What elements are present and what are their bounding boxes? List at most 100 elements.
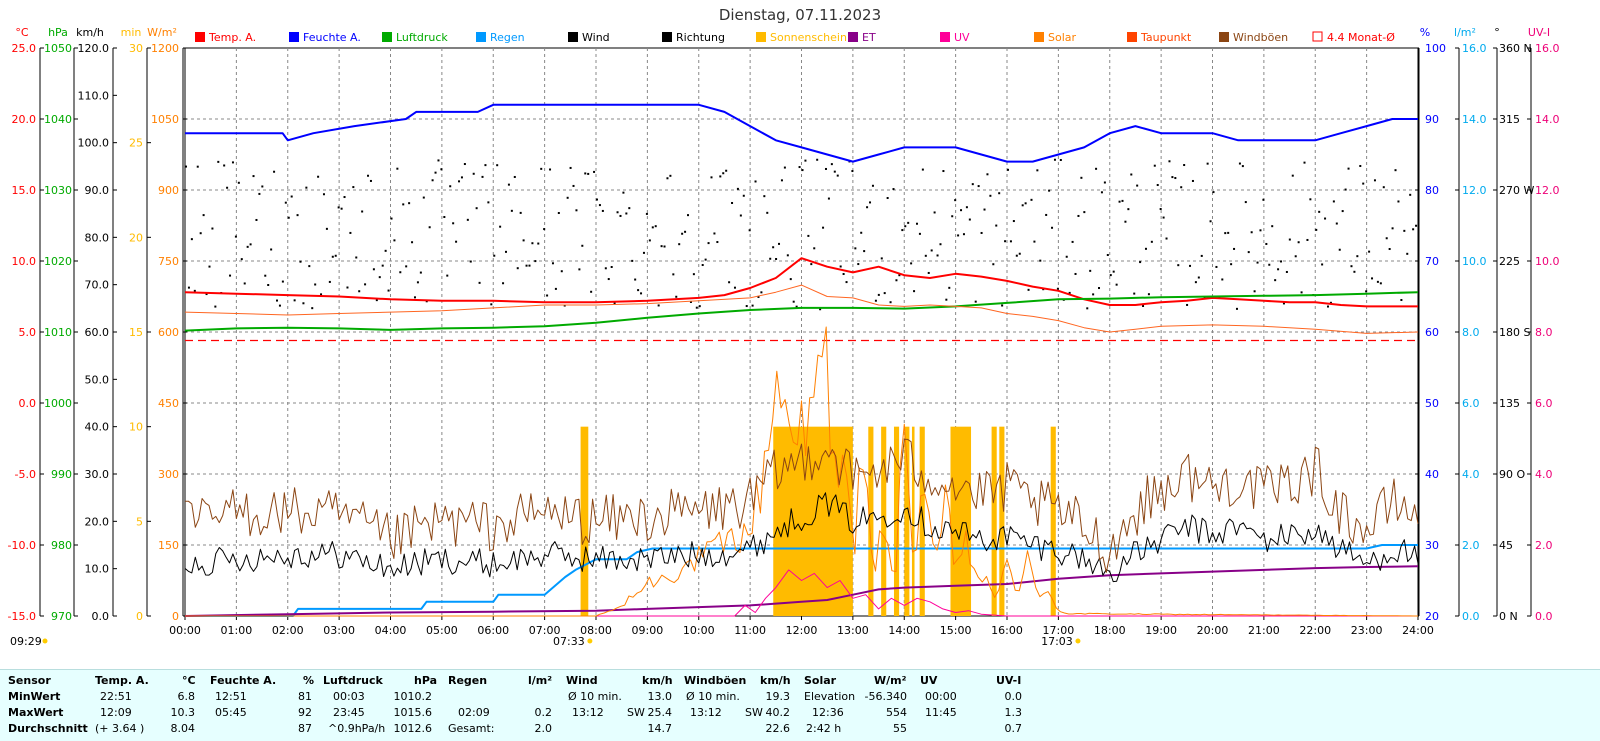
x-tick-label: 18:00 xyxy=(1094,624,1126,637)
x-tick-label: 01:00 xyxy=(221,624,253,637)
direction-point xyxy=(390,217,393,220)
direction-point xyxy=(836,174,839,177)
sunshine-bar xyxy=(911,426,915,616)
direction-point xyxy=(596,198,598,201)
direction-point xyxy=(525,264,528,267)
direction-point xyxy=(469,260,472,263)
rain-title: Regen xyxy=(448,674,488,687)
left-axis-unit: °C xyxy=(15,26,29,39)
direction-point xyxy=(871,184,874,187)
direction-point xyxy=(364,283,367,286)
x-tick-label: 12:00 xyxy=(786,624,818,637)
pressure-avg-note: ^0.9hPa/h xyxy=(328,722,386,735)
direction-point xyxy=(1053,158,1056,161)
left-axis-tick-label: 0 xyxy=(136,610,143,623)
left-axis-tick-label: 0.0 xyxy=(19,397,37,410)
right-axis-tick-label: 12.0 xyxy=(1462,184,1487,197)
direction-point xyxy=(904,225,907,228)
direction-point xyxy=(358,290,361,293)
direction-point xyxy=(190,238,193,241)
direction-point xyxy=(361,210,364,213)
direction-point xyxy=(1244,201,1247,204)
legend-swatch xyxy=(1312,31,1323,42)
direction-point xyxy=(496,164,499,167)
direction-point xyxy=(1048,189,1051,192)
direction-point xyxy=(1368,250,1371,253)
humidity-title: Feuchte A. xyxy=(210,674,277,687)
sunshine-bar xyxy=(881,426,887,616)
direction-point xyxy=(1045,213,1048,216)
right-axis-tick-label: 14.0 xyxy=(1462,113,1487,126)
wind-min-label: Ø 10 min. xyxy=(568,690,622,703)
x-tick-label: 15:00 xyxy=(940,624,972,637)
direction-point xyxy=(857,263,860,266)
series-line-windb-en xyxy=(184,438,1419,573)
x-tick-label: 20:00 xyxy=(1197,624,1229,637)
direction-point xyxy=(499,225,502,228)
left-axis-tick-label: 90.0 xyxy=(85,184,110,197)
direction-point xyxy=(1212,191,1215,194)
sunshine-bars xyxy=(580,426,1056,616)
legend-item: Luftdruck xyxy=(382,31,448,44)
direction-point xyxy=(1083,211,1086,214)
left-axis-tick-label: 10 xyxy=(129,421,143,434)
row-label-max: MaxWert xyxy=(8,706,64,719)
direction-point xyxy=(1394,169,1397,172)
direction-point xyxy=(648,239,651,242)
direction-point xyxy=(287,216,290,219)
direction-point xyxy=(930,249,933,252)
direction-point xyxy=(284,201,287,204)
legend-label: Windböen xyxy=(1233,31,1288,44)
legend-item: Feuchte A. xyxy=(289,31,361,44)
direction-point xyxy=(540,167,543,170)
x-tick-label: 11:00 xyxy=(734,624,766,637)
legend-label: Wind xyxy=(582,31,610,44)
legend-item: 4.4 Monat-Ø xyxy=(1312,31,1395,44)
right-axis-tick-label: 0 N xyxy=(1499,610,1518,623)
direction-point xyxy=(387,289,390,292)
direction-point xyxy=(1277,268,1280,271)
direction-point xyxy=(572,184,575,187)
direction-point xyxy=(1230,263,1233,266)
direction-point xyxy=(240,258,243,261)
direction-point xyxy=(458,180,461,183)
direction-point xyxy=(748,229,751,232)
direction-point xyxy=(416,281,419,284)
direction-point xyxy=(311,307,314,310)
direction-point xyxy=(1235,307,1238,310)
left-axis-tick-label: 900 xyxy=(158,184,179,197)
left-axis-tick-label: 970 xyxy=(51,610,72,623)
direction-point xyxy=(1247,251,1250,254)
direction-point xyxy=(1098,287,1101,290)
direction-point xyxy=(833,170,836,173)
series-line-taupunkt xyxy=(184,284,1419,334)
wind-avg: 14.7 xyxy=(647,722,673,735)
right-axis-tick-label: 90 O xyxy=(1499,468,1525,481)
direction-point xyxy=(769,257,772,260)
direction-point xyxy=(669,174,672,177)
direction-point xyxy=(504,250,507,253)
direction-point xyxy=(1309,198,1312,201)
direction-point xyxy=(924,254,927,257)
direction-point xyxy=(1382,186,1385,189)
direction-point xyxy=(1280,260,1283,263)
right-axis-tick-label: 30 xyxy=(1425,539,1439,552)
left-axis-tick-label: 0 xyxy=(172,610,179,623)
pressure-unit: hPa xyxy=(414,674,438,687)
direction-point xyxy=(276,299,279,302)
direction-point xyxy=(1191,179,1194,182)
direction-point xyxy=(1027,288,1030,291)
direction-point xyxy=(707,242,710,245)
direction-point xyxy=(252,175,255,178)
direction-point xyxy=(1259,229,1262,232)
direction-point xyxy=(910,262,913,265)
left-axis-tick-label: 1050 xyxy=(151,113,179,126)
left-axis-tick-label: 1030 xyxy=(44,184,72,197)
direction-point xyxy=(1300,291,1303,294)
left-axis-tick-label: 15 xyxy=(129,326,143,339)
left-axis-tick-label: 100.0 xyxy=(78,137,110,150)
wind-max: 25.4 xyxy=(647,706,673,719)
x-tick-label: 05:00 xyxy=(426,624,458,637)
uv-min-time: 00:00 xyxy=(925,690,957,703)
direction-point xyxy=(1030,198,1033,201)
